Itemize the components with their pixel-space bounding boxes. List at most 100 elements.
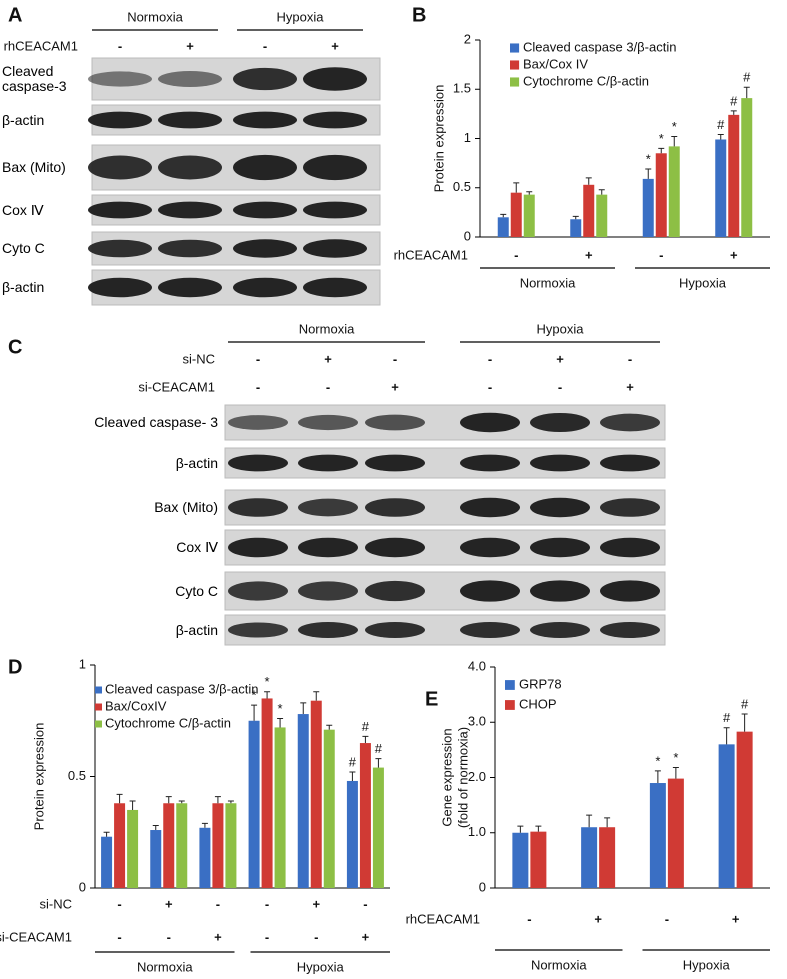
row-label: rhCEACAM1: [406, 911, 480, 926]
bar: [310, 700, 322, 888]
error-bar: [165, 796, 172, 804]
legend-label: Cytochrome C/β-actin: [523, 73, 649, 88]
band-label: β-actin: [175, 621, 218, 638]
error-bar: [251, 704, 258, 721]
blot-band: [228, 498, 288, 517]
blot-band: [233, 67, 297, 91]
blot-band: [228, 454, 288, 472]
blot-band: [298, 537, 358, 558]
band-label: β-actin: [175, 454, 218, 471]
blot-band: [460, 497, 520, 518]
lane-sign: +: [556, 351, 564, 366]
band-label: β-actin: [2, 111, 45, 128]
annotation: #: [717, 117, 725, 132]
annotation: *: [265, 674, 270, 689]
legend-swatch: [95, 703, 102, 711]
bar: [715, 139, 727, 237]
y-tick-label: 0: [79, 879, 86, 894]
lane-sign: -: [256, 351, 260, 366]
bar: [274, 727, 286, 888]
lane-sign: -: [263, 38, 267, 53]
panel-label: D: [8, 656, 22, 678]
y-axis-label: (fold of normoxia): [455, 727, 470, 828]
error-bar: [526, 191, 533, 195]
lane-sign: +: [391, 379, 399, 394]
band-label-box: Cox Ⅳ: [2, 202, 44, 217]
band-label-box: Bax (Mito): [2, 160, 66, 175]
row-label: rhCEACAM1: [394, 247, 468, 262]
error-bar: [585, 177, 592, 185]
legend-swatch: [505, 700, 515, 710]
annotation: *: [672, 119, 677, 134]
y-tick-label: 0.5: [453, 179, 471, 194]
row-label: si-NC: [183, 351, 216, 366]
lane-sign: +: [186, 38, 194, 53]
blot-band: [460, 454, 520, 472]
legend-label: Bax/Cox IV: [523, 56, 588, 71]
blot-band: [88, 201, 152, 219]
bar: [668, 146, 680, 237]
lane-sign: +: [324, 351, 332, 366]
blot-band: [228, 622, 288, 638]
bar: [497, 217, 509, 237]
x-sign: +: [362, 929, 370, 944]
bar: [114, 803, 126, 888]
row-label: si-CEACAM1: [138, 379, 215, 394]
bar: [163, 803, 175, 888]
blot-band: [460, 412, 520, 433]
group-label: Hypoxia: [297, 959, 345, 974]
group-label: Hypoxia: [277, 9, 325, 24]
annotation: *: [646, 151, 651, 166]
bar: [655, 153, 667, 237]
error-bar: [671, 136, 678, 147]
blot-band: [158, 239, 222, 258]
error-bar: [129, 800, 136, 810]
bar: [570, 219, 582, 237]
blot-band: [530, 412, 590, 433]
error-bar: [604, 817, 611, 828]
blot-band: [158, 111, 222, 129]
blot-band: [365, 537, 425, 558]
legend-swatch: [510, 43, 520, 53]
group-label: Hypoxia: [679, 275, 727, 290]
error-bar: [326, 724, 333, 730]
legend-swatch: [510, 60, 520, 70]
row-label: si-CEACAM1: [0, 929, 72, 944]
legend-label: CHOP: [519, 696, 557, 711]
band-label-box: β-actin: [2, 111, 45, 128]
blot-band: [600, 498, 660, 517]
x-sign: +: [594, 911, 602, 926]
x-sign: +: [165, 896, 173, 911]
annotation: #: [349, 754, 357, 769]
error-bar: [349, 771, 356, 781]
bar: [642, 178, 654, 237]
blot-band: [530, 497, 590, 518]
y-tick-label: 0.5: [68, 768, 86, 783]
y-tick-label: 1: [464, 130, 471, 145]
blot-band: [365, 454, 425, 472]
lane-sign: -: [488, 351, 492, 366]
x-sign: -: [527, 911, 531, 926]
band-label-box: β-actin: [175, 454, 218, 471]
annotation: #: [375, 741, 383, 756]
bar: [212, 803, 224, 888]
error-bar: [103, 831, 110, 837]
blot-band: [600, 622, 660, 638]
error-bar: [264, 691, 271, 699]
band-label: Cox Ⅳ: [176, 539, 218, 555]
blot-strip: [224, 529, 666, 566]
blot-band: [228, 581, 288, 601]
y-tick-label: 1: [79, 656, 86, 671]
blot-band: [88, 155, 152, 180]
annotation: *: [659, 131, 664, 146]
bar: [741, 98, 753, 238]
error-bar: [645, 168, 652, 179]
error-bar: [313, 691, 320, 701]
error-bar: [741, 713, 748, 732]
bar: [323, 729, 335, 888]
x-sign: +: [214, 929, 222, 944]
bar: [150, 830, 162, 888]
bar: [372, 767, 384, 888]
error-bar: [743, 86, 750, 99]
bar: [512, 832, 529, 888]
